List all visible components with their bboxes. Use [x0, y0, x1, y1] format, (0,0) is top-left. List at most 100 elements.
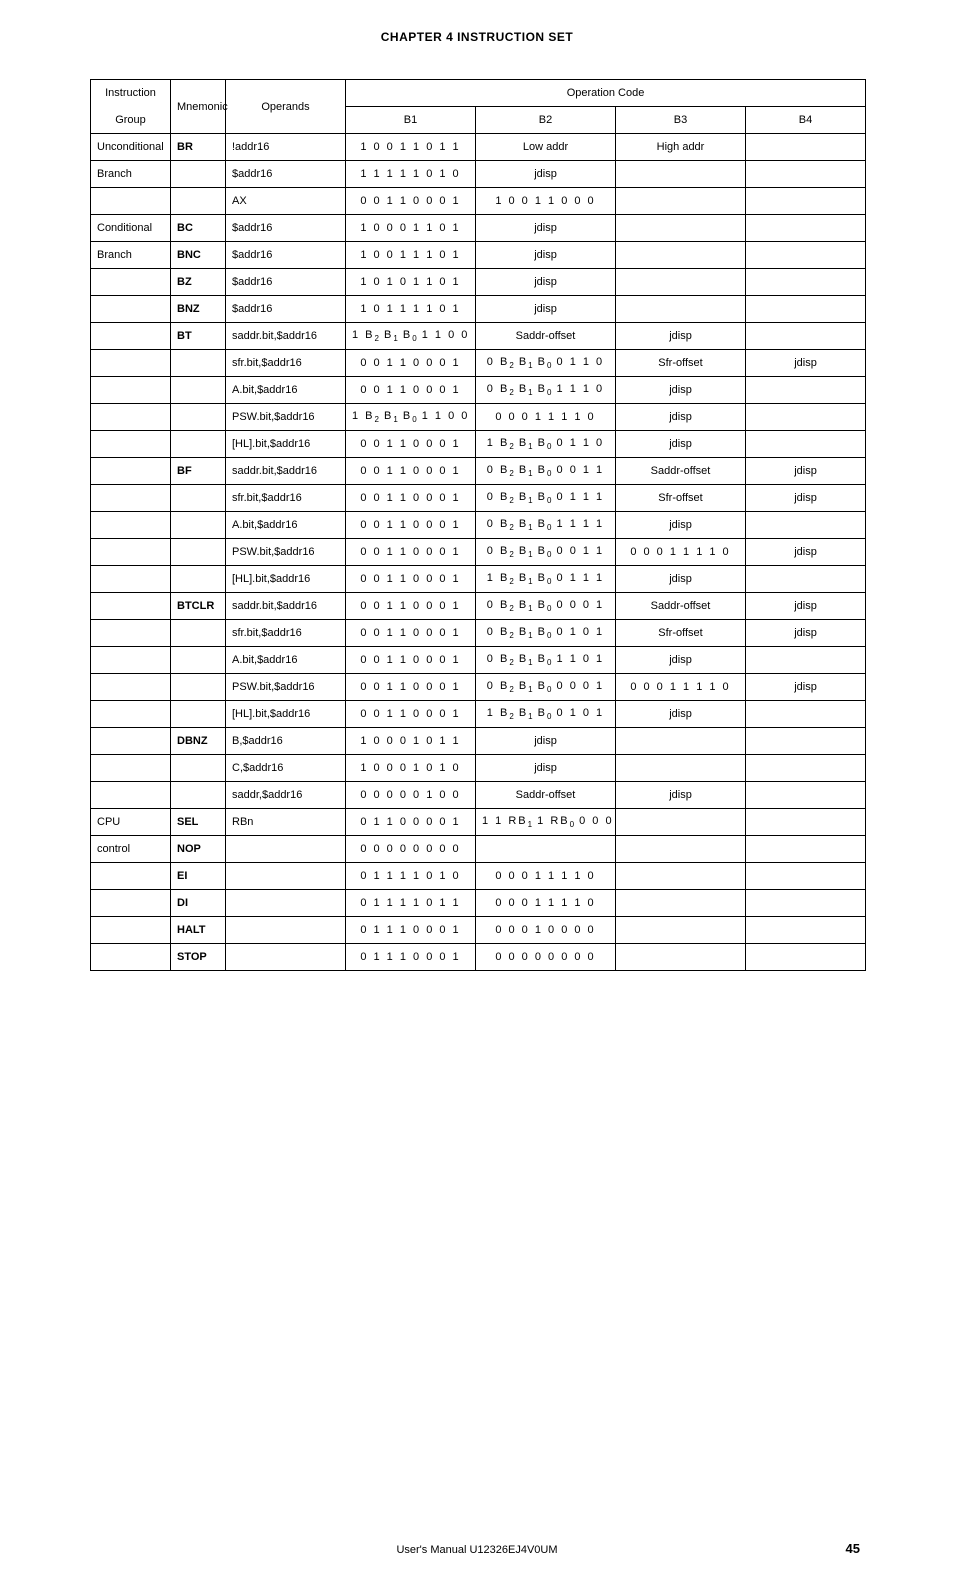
cell-b1: 0 0 1 1 0 0 0 1	[346, 701, 476, 728]
cell-b4	[746, 701, 866, 728]
cell-b2: 0 0 0 1 1 1 1 0	[476, 863, 616, 890]
cell-b3	[616, 728, 746, 755]
cell-b3	[616, 917, 746, 944]
cell-group	[91, 782, 171, 809]
cell-mnemonic: BF	[171, 458, 226, 485]
cell-b3: jdisp	[616, 512, 746, 539]
cell-group: Conditional	[91, 215, 171, 242]
table-row: DI0 1 1 1 1 0 1 10 0 0 1 1 1 1 0	[91, 890, 866, 917]
cell-operand: [HL].bit,$addr16	[226, 566, 346, 593]
cell-b2: 0 0 0 0 0 0 0 0	[476, 944, 616, 971]
cell-operand	[226, 836, 346, 863]
cell-b1: 0 1 1 1 1 0 1 1	[346, 890, 476, 917]
table-row: DBNZB,$addr161 0 0 0 1 0 1 1jdisp	[91, 728, 866, 755]
table-row: controlNOP0 0 0 0 0 0 0 0	[91, 836, 866, 863]
cell-b1: 0 1 1 0 0 0 0 1	[346, 809, 476, 836]
cell-operand: saddr.bit,$addr16	[226, 323, 346, 350]
table-row: saddr,$addr160 0 0 0 0 1 0 0Saddr-offset…	[91, 782, 866, 809]
cell-b4: jdisp	[746, 539, 866, 566]
cell-b4	[746, 323, 866, 350]
cell-b2: Saddr-offset	[476, 323, 616, 350]
cell-b1: 1 0 0 0 1 0 1 1	[346, 728, 476, 755]
cell-mnemonic	[171, 782, 226, 809]
cell-mnemonic	[171, 701, 226, 728]
cell-mnemonic	[171, 404, 226, 431]
cell-mnemonic	[171, 431, 226, 458]
cell-b2	[476, 836, 616, 863]
cell-b4	[746, 863, 866, 890]
page-footer: User's Manual U12326EJ4V0UM 45	[90, 1541, 864, 1556]
table-row: ConditionalBC$addr161 0 0 0 1 1 0 1jdisp	[91, 215, 866, 242]
cell-b3	[616, 161, 746, 188]
cell-group	[91, 890, 171, 917]
cell-b4	[746, 728, 866, 755]
cell-b2: jdisp	[476, 161, 616, 188]
table-row: C,$addr161 0 0 0 1 0 1 0jdisp	[91, 755, 866, 782]
cell-b2: Low addr	[476, 134, 616, 161]
cell-b3	[616, 269, 746, 296]
cell-b2: 0 0 0 1 0 0 0 0	[476, 917, 616, 944]
cell-operand	[226, 863, 346, 890]
cell-mnemonic: DI	[171, 890, 226, 917]
cell-b1: 0 0 1 1 0 0 0 1	[346, 458, 476, 485]
cell-b2: 0 B2 B1 B0 1 1 1 0	[476, 377, 616, 404]
cell-b3	[616, 890, 746, 917]
cell-operand	[226, 890, 346, 917]
cell-operand: PSW.bit,$addr16	[226, 539, 346, 566]
cell-mnemonic: BNZ	[171, 296, 226, 323]
cell-b2: 1 B2 B1 B0 0 1 1 0	[476, 431, 616, 458]
cell-operand: saddr.bit,$addr16	[226, 593, 346, 620]
cell-mnemonic: BTCLR	[171, 593, 226, 620]
cell-b3: Sfr-offset	[616, 485, 746, 512]
cell-b3: jdisp	[616, 782, 746, 809]
cell-group	[91, 917, 171, 944]
table-row: STOP0 1 1 1 0 0 0 10 0 0 0 0 0 0 0	[91, 944, 866, 971]
cell-b2: jdisp	[476, 215, 616, 242]
cell-mnemonic: DBNZ	[171, 728, 226, 755]
cell-group	[91, 431, 171, 458]
cell-b1: 0 0 1 1 0 0 0 1	[346, 593, 476, 620]
th-group-bot: Group	[91, 107, 171, 134]
cell-b4	[746, 512, 866, 539]
th-b3: B3	[616, 107, 746, 134]
footer-pagenum: 45	[820, 1541, 860, 1556]
cell-operand	[226, 917, 346, 944]
cell-b1: 0 0 1 1 0 0 0 1	[346, 377, 476, 404]
cell-b3: High addr	[616, 134, 746, 161]
cell-operand: PSW.bit,$addr16	[226, 674, 346, 701]
cell-group	[91, 620, 171, 647]
cell-b4	[746, 944, 866, 971]
cell-b1: 0 0 1 1 0 0 0 1	[346, 539, 476, 566]
cell-operand: !addr16	[226, 134, 346, 161]
cell-group	[91, 566, 171, 593]
cell-b2: 0 B2 B1 B0 0 0 1 1	[476, 458, 616, 485]
cell-b3: 0 0 0 1 1 1 1 0	[616, 674, 746, 701]
cell-operand: $addr16	[226, 242, 346, 269]
cell-mnemonic	[171, 620, 226, 647]
table-row: Branch$addr161 1 1 1 1 0 1 0jdisp	[91, 161, 866, 188]
cell-group	[91, 944, 171, 971]
table-row: BZ$addr161 0 1 0 1 1 0 1jdisp	[91, 269, 866, 296]
cell-operand: $addr16	[226, 269, 346, 296]
chapter-title: CHAPTER 4 INSTRUCTION SET	[90, 30, 864, 44]
cell-b2: 0 B2 B1 B0 1 1 0 1	[476, 647, 616, 674]
cell-b1: 1 B2 B1 B0 1 1 0 0	[346, 404, 476, 431]
cell-operand: RBn	[226, 809, 346, 836]
cell-group	[91, 863, 171, 890]
cell-mnemonic	[171, 485, 226, 512]
cell-group: control	[91, 836, 171, 863]
cell-b3: jdisp	[616, 431, 746, 458]
cell-group	[91, 512, 171, 539]
th-b1: B1	[346, 107, 476, 134]
cell-b3: jdisp	[616, 377, 746, 404]
table-row: [HL].bit,$addr160 0 1 1 0 0 0 11 B2 B1 B…	[91, 701, 866, 728]
table-row: [HL].bit,$addr160 0 1 1 0 0 0 11 B2 B1 B…	[91, 431, 866, 458]
cell-b2: 1 1 RB1 1 RB0 0 0 0	[476, 809, 616, 836]
cell-operand: $addr16	[226, 215, 346, 242]
cell-b2: jdisp	[476, 269, 616, 296]
cell-b3	[616, 809, 746, 836]
cell-group	[91, 323, 171, 350]
cell-b1: 0 0 1 1 0 0 0 1	[346, 674, 476, 701]
cell-b4: jdisp	[746, 593, 866, 620]
cell-mnemonic	[171, 350, 226, 377]
